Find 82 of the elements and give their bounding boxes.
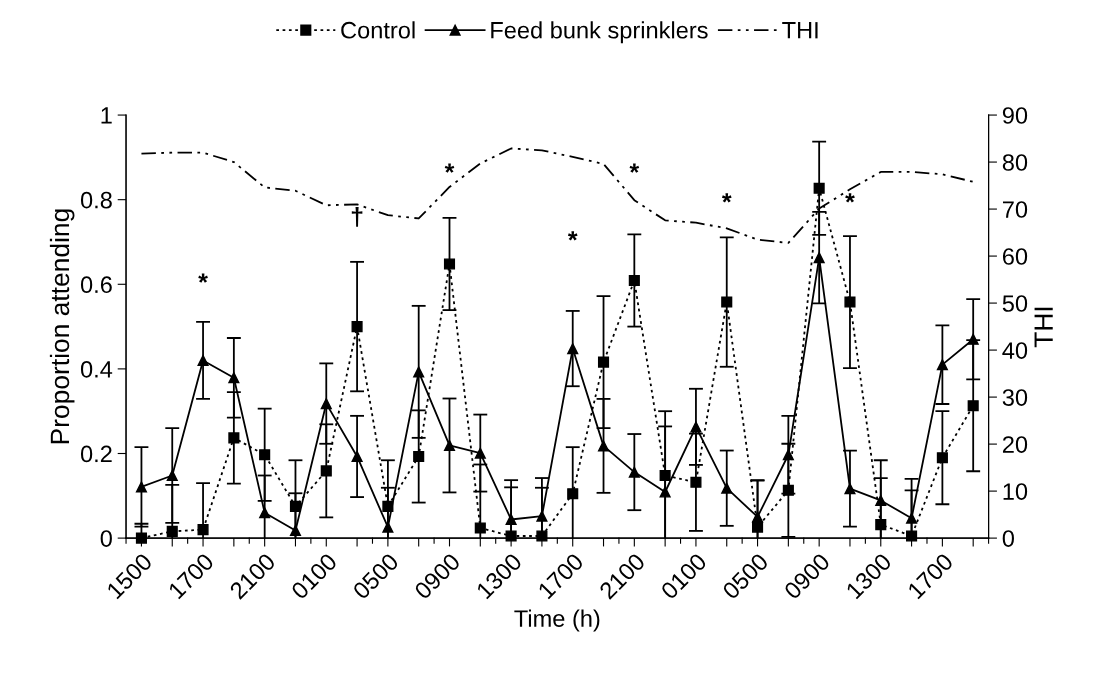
y-tick-label: 0.6 — [80, 276, 112, 294]
point — [351, 321, 363, 333]
y2-tick-label: 0 — [1002, 530, 1014, 547]
legend-label: Feed bunk sprinklers — [491, 21, 708, 44]
point — [659, 469, 671, 482]
y-tick-label: 1 — [101, 107, 112, 124]
point — [289, 500, 302, 512]
point — [751, 511, 764, 523]
y-tick-label: 0.8 — [80, 191, 112, 209]
y2-tick-label: 40 — [1002, 342, 1028, 359]
point — [751, 521, 764, 533]
y-tick-label: 0.4 — [80, 360, 113, 378]
point — [505, 530, 517, 542]
point — [259, 507, 271, 519]
point — [690, 421, 702, 433]
legend-label: Control — [341, 21, 415, 39]
point — [197, 524, 209, 536]
annotation: * — [721, 193, 732, 203]
point — [936, 359, 948, 371]
point — [813, 252, 825, 264]
point — [967, 333, 979, 345]
point — [443, 439, 456, 452]
y2-tick-label: 20 — [1002, 436, 1028, 453]
point — [721, 482, 733, 494]
y2-tick-label: 30 — [1002, 389, 1028, 406]
point — [413, 450, 425, 463]
annotation: * — [629, 163, 640, 173]
point — [320, 398, 332, 410]
y-tick-label: 0 — [100, 530, 112, 547]
point — [597, 356, 610, 368]
annotation: † — [351, 207, 363, 227]
point — [782, 449, 794, 461]
point — [906, 512, 918, 524]
annotation: * — [444, 163, 455, 173]
y2-axis-title: THI — [1034, 307, 1053, 348]
annotation: * — [567, 231, 578, 241]
point — [813, 182, 825, 194]
y2-tick-label: 80 — [1002, 154, 1028, 171]
point — [259, 449, 271, 461]
point — [567, 488, 579, 500]
point — [413, 366, 425, 378]
point — [351, 450, 363, 463]
x-axis-title: Time (h) — [514, 609, 600, 632]
annotation: * — [198, 273, 208, 283]
point — [197, 354, 209, 366]
point — [135, 481, 147, 493]
point — [597, 440, 610, 452]
point — [474, 522, 486, 534]
y2-tick-label: 50 — [1002, 295, 1028, 312]
y2-tick-label: 10 — [1003, 483, 1028, 500]
y2-tick-label: 70 — [1003, 201, 1028, 218]
point — [967, 400, 979, 412]
point — [320, 465, 332, 477]
y-tick-label: 0.2 — [80, 445, 112, 463]
point — [567, 343, 579, 355]
point — [474, 447, 486, 459]
point — [628, 466, 640, 478]
point — [536, 530, 548, 542]
point — [505, 513, 517, 526]
point — [936, 452, 948, 464]
point — [690, 476, 702, 488]
point — [875, 519, 887, 531]
point — [443, 258, 456, 270]
point — [228, 432, 240, 444]
point — [906, 530, 918, 542]
y2-tick-label: 60 — [1002, 248, 1028, 265]
point — [844, 296, 856, 308]
point — [536, 510, 548, 522]
y-axis-title: Proportion attending — [49, 209, 75, 444]
point — [289, 524, 302, 537]
point — [721, 296, 733, 308]
annotation: * — [845, 193, 855, 203]
y2-tick-label: 90 — [1002, 107, 1028, 124]
point — [875, 494, 887, 507]
point — [228, 372, 240, 384]
point — [782, 484, 794, 496]
point — [659, 486, 671, 498]
point — [166, 469, 178, 482]
point — [844, 483, 856, 495]
point — [628, 274, 640, 287]
legend-label: THI — [782, 22, 818, 39]
point — [166, 525, 178, 537]
